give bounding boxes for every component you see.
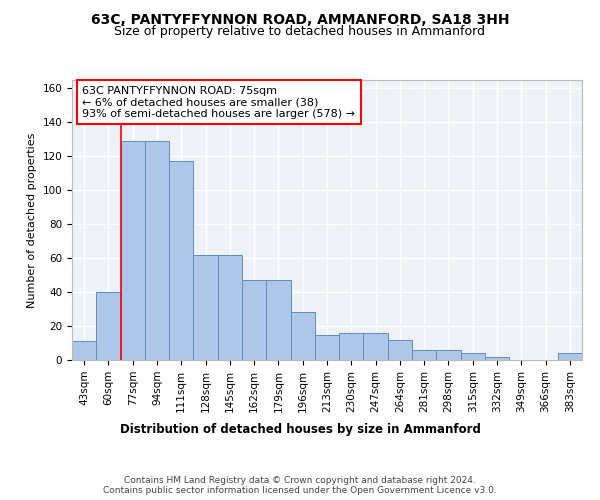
Bar	[388, 340, 412, 360]
Bar	[72, 342, 96, 360]
Bar	[558, 353, 582, 360]
Bar	[242, 280, 266, 360]
Bar	[290, 312, 315, 360]
Bar	[461, 353, 485, 360]
Text: Size of property relative to detached houses in Ammanford: Size of property relative to detached ho…	[115, 25, 485, 38]
Bar	[193, 255, 218, 360]
Text: 63C, PANTYFFYNNON ROAD, AMMANFORD, SA18 3HH: 63C, PANTYFFYNNON ROAD, AMMANFORD, SA18 …	[91, 12, 509, 26]
Bar	[485, 356, 509, 360]
Bar	[96, 292, 121, 360]
Bar	[218, 255, 242, 360]
Text: Distribution of detached houses by size in Ammanford: Distribution of detached houses by size …	[119, 422, 481, 436]
Bar	[339, 333, 364, 360]
Bar	[436, 350, 461, 360]
Bar	[315, 334, 339, 360]
Y-axis label: Number of detached properties: Number of detached properties	[27, 132, 37, 308]
Bar	[145, 141, 169, 360]
Bar	[266, 280, 290, 360]
Text: 63C PANTYFFYNNON ROAD: 75sqm
← 6% of detached houses are smaller (38)
93% of sem: 63C PANTYFFYNNON ROAD: 75sqm ← 6% of det…	[82, 86, 355, 119]
Bar	[121, 141, 145, 360]
Bar	[364, 333, 388, 360]
Bar	[169, 162, 193, 360]
Bar	[412, 350, 436, 360]
Text: Contains HM Land Registry data © Crown copyright and database right 2024.
Contai: Contains HM Land Registry data © Crown c…	[103, 476, 497, 495]
